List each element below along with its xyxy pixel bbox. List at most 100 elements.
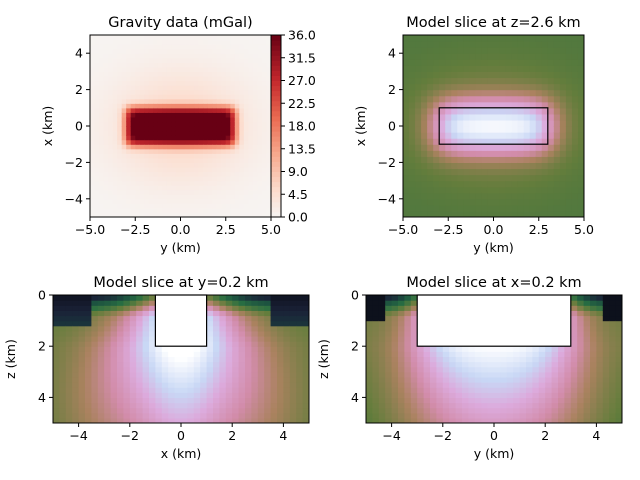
heatmap-cell bbox=[535, 198, 543, 206]
heatmap-cell bbox=[248, 48, 254, 54]
heatmap-cell bbox=[251, 295, 259, 301]
heatmap-cell bbox=[547, 47, 555, 54]
heatmap-cell bbox=[194, 153, 200, 159]
heatmap-cell bbox=[385, 325, 393, 332]
heatmap-cell bbox=[270, 320, 278, 327]
heatmap-cell bbox=[264, 320, 272, 327]
heatmap-cell bbox=[570, 356, 578, 363]
heatmap-cell bbox=[410, 361, 418, 368]
heatmap-cell bbox=[378, 325, 386, 332]
heatmap-cell bbox=[108, 53, 114, 59]
heatmap-cell bbox=[474, 366, 482, 373]
heatmap-cell bbox=[239, 89, 245, 95]
heatmap-cell bbox=[439, 204, 446, 212]
heatmap-cell bbox=[189, 194, 195, 200]
heatmap-cell bbox=[225, 171, 231, 177]
heatmap-cell bbox=[59, 407, 67, 414]
heatmap-cell bbox=[302, 335, 309, 342]
heatmap-cell bbox=[565, 180, 573, 188]
heatmap-cell bbox=[126, 80, 132, 86]
heatmap-cell bbox=[571, 210, 579, 217]
heatmap-cell bbox=[180, 89, 186, 95]
heatmap-cell bbox=[442, 376, 450, 383]
heatmap-cell bbox=[203, 135, 209, 141]
heatmap-cell bbox=[583, 366, 591, 373]
heatmap-cell bbox=[493, 35, 501, 42]
heatmap-cell bbox=[121, 198, 127, 204]
heatmap-cell bbox=[181, 351, 188, 358]
heatmap-cell bbox=[577, 168, 584, 176]
heatmap-cell bbox=[129, 335, 137, 342]
heatmap-cell bbox=[559, 198, 567, 206]
heatmap-cell bbox=[216, 53, 222, 59]
heatmap-cell bbox=[91, 417, 99, 423]
heatmap-cell bbox=[153, 185, 159, 191]
heatmap-cell bbox=[103, 166, 109, 173]
heatmap-cell bbox=[213, 417, 220, 423]
heatmap-cell bbox=[239, 121, 245, 127]
heatmap-cell bbox=[212, 212, 218, 217]
heatmap-cell bbox=[457, 59, 464, 66]
heatmap-cell bbox=[583, 346, 591, 352]
heatmap-cell bbox=[403, 174, 410, 182]
heatmap-cell bbox=[90, 94, 96, 100]
heatmap-cell bbox=[442, 361, 450, 368]
heatmap-cell bbox=[112, 185, 118, 191]
x-tick-label: −5.0 bbox=[75, 222, 105, 237]
heatmap-cell bbox=[583, 310, 591, 317]
heatmap-cell bbox=[439, 174, 446, 182]
heatmap-cell bbox=[112, 126, 118, 132]
heatmap-cell bbox=[139, 75, 145, 82]
heatmap-cell bbox=[230, 176, 236, 182]
heatmap-cell bbox=[248, 148, 254, 154]
heatmap-cell bbox=[538, 392, 546, 398]
heatmap-cell bbox=[500, 417, 508, 423]
heatmap-cell bbox=[248, 130, 254, 136]
heatmap-cell bbox=[559, 53, 567, 60]
heatmap-cell bbox=[90, 35, 96, 41]
heatmap-cell bbox=[59, 305, 67, 311]
heatmap-cell bbox=[430, 346, 437, 352]
heatmap-cell bbox=[541, 150, 549, 157]
heatmap-cell bbox=[615, 402, 622, 409]
heatmap-cell bbox=[148, 48, 154, 54]
heatmap-cell bbox=[571, 138, 579, 145]
heatmap-cell bbox=[251, 407, 259, 414]
heatmap-cell bbox=[207, 39, 213, 45]
heatmap-cell bbox=[257, 176, 263, 182]
heatmap-cell bbox=[570, 382, 578, 388]
heatmap-cell bbox=[457, 144, 464, 151]
heatmap-cell bbox=[442, 387, 450, 393]
heatmap-cell bbox=[126, 139, 132, 145]
heatmap-cell bbox=[153, 121, 159, 127]
heatmap-cell bbox=[104, 320, 112, 327]
heatmap-cell bbox=[243, 107, 249, 113]
heatmap-cell bbox=[439, 107, 446, 115]
heatmap-cell bbox=[378, 295, 386, 301]
heatmap-cell bbox=[166, 189, 173, 195]
heatmap-cell bbox=[415, 162, 422, 170]
heatmap-cell bbox=[212, 176, 218, 182]
colorbar-segment bbox=[271, 115, 281, 122]
heatmap-cell bbox=[248, 203, 254, 209]
heatmap-cell bbox=[565, 174, 573, 182]
heatmap-cell bbox=[193, 417, 201, 423]
heatmap-cell bbox=[112, 94, 118, 100]
heatmap-cell bbox=[571, 95, 579, 103]
heatmap-cell bbox=[225, 315, 233, 322]
heatmap-cell bbox=[427, 95, 434, 103]
heatmap-cell bbox=[97, 387, 105, 393]
heatmap-cell bbox=[519, 407, 527, 414]
heatmap-cell bbox=[180, 171, 186, 177]
heatmap-cell bbox=[296, 315, 304, 322]
heatmap-cell bbox=[139, 57, 145, 63]
heatmap-cell bbox=[238, 315, 246, 322]
heatmap-cell bbox=[65, 335, 73, 342]
heatmap-cell bbox=[385, 387, 393, 393]
heatmap-cell bbox=[230, 212, 236, 217]
heatmap-cell bbox=[232, 295, 240, 301]
heatmap-cell bbox=[245, 407, 252, 414]
heatmap-cell bbox=[475, 204, 483, 212]
heatmap-cell bbox=[423, 407, 431, 414]
heatmap-cell bbox=[234, 39, 240, 45]
